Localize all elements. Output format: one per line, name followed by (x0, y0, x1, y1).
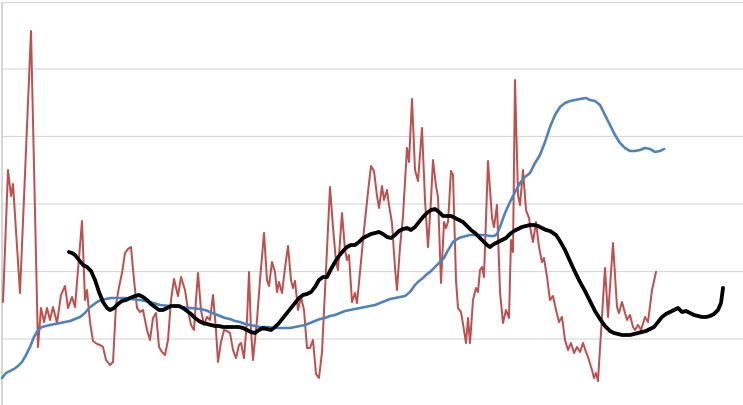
red-volatile-series (2, 30, 657, 382)
gridlines (2, 1, 743, 340)
black-trend-series (67, 207, 725, 337)
blue-smooth-series (0, 96, 666, 380)
